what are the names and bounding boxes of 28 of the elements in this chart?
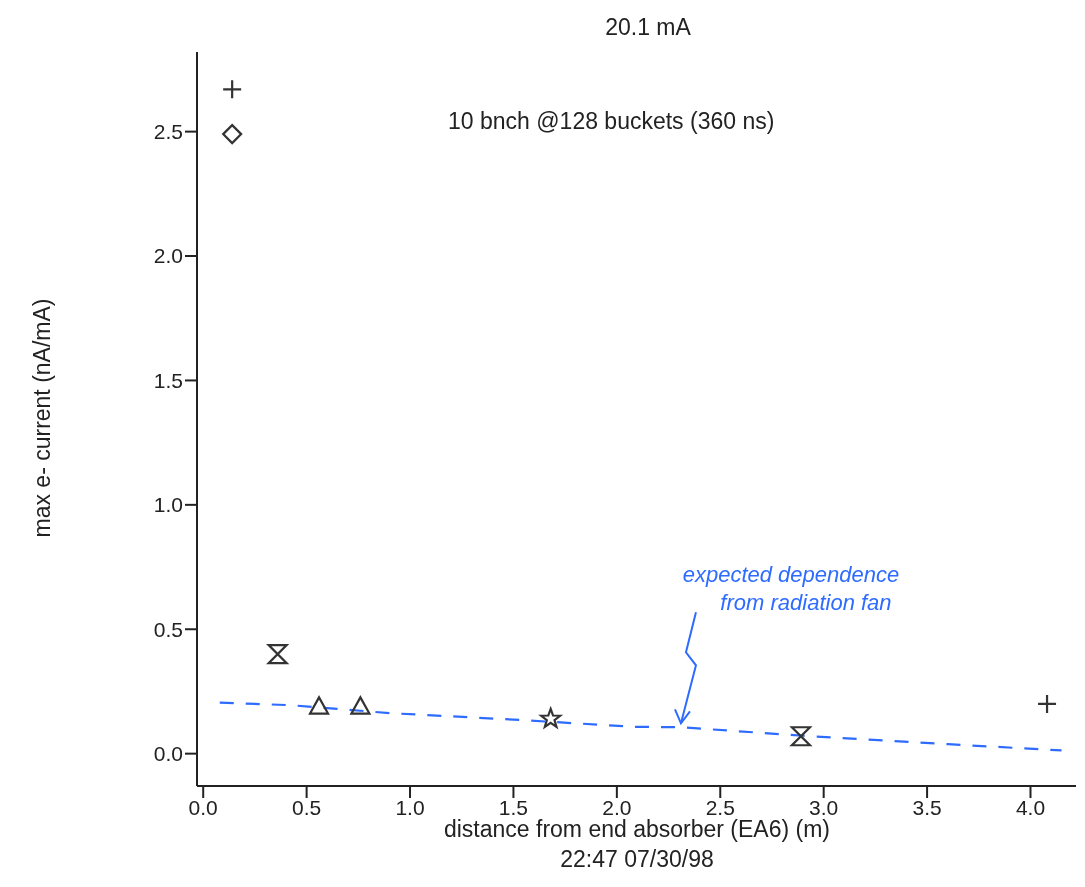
x-tick-label: 1.0: [395, 795, 425, 819]
point: [267, 644, 288, 665]
x-axis-title: distance from end absorber (EA6) (m): [443, 816, 831, 842]
point: [540, 707, 562, 728]
y-tick-label: 0.0: [153, 742, 183, 766]
text: 22:47 07/30/98: [559, 846, 715, 873]
y-tick-label: 1.5: [153, 368, 183, 392]
point: [308, 696, 330, 715]
x-tick-label: 1.5: [498, 795, 529, 819]
chart-title: 20.1 mA: [604, 14, 692, 41]
y-axis-title: max e- current (nA/mA): [28, 298, 56, 538]
y-tick-label: 0.5: [153, 617, 183, 641]
y-tick-label: 1.0: [153, 493, 183, 517]
y-tick-label: 2.0: [153, 244, 183, 268]
line-series: [218, 701, 1063, 752]
point: [222, 124, 243, 145]
x-tick-label: 2.0: [602, 795, 632, 819]
x-tick-label: 4.0: [1015, 795, 1046, 819]
point: [790, 726, 812, 747]
annotation: 10 bnch @128 buckets (360 ns): [448, 108, 776, 135]
x-tick-label: 3.5: [912, 795, 942, 819]
point: [350, 696, 371, 715]
x-tick-label: 3.0: [809, 795, 839, 819]
annotation: expected dependence from radiation fan: [682, 562, 900, 616]
y-tick-label: 2.5: [153, 120, 183, 144]
x-tick-label: 0.0: [188, 795, 218, 819]
x-tick-label: 2.5: [705, 795, 735, 819]
x-tick-label: 0.5: [292, 795, 322, 819]
